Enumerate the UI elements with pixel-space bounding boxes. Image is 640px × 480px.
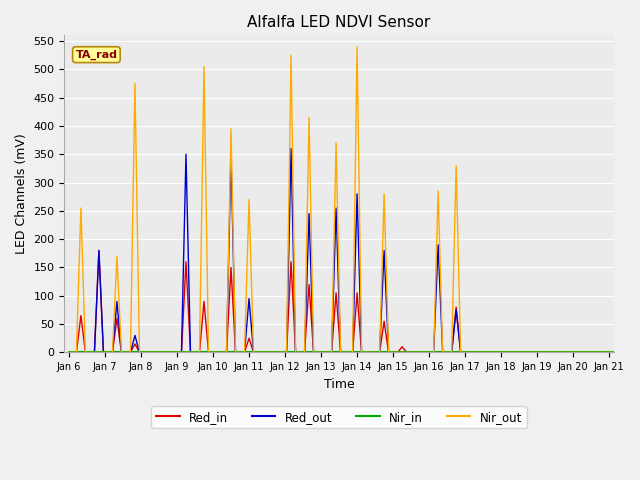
Legend: Red_in, Red_out, Nir_in, Nir_out: Red_in, Red_out, Nir_in, Nir_out xyxy=(151,406,527,428)
Text: TA_rad: TA_rad xyxy=(76,49,117,60)
Y-axis label: LED Channels (mV): LED Channels (mV) xyxy=(15,133,28,254)
X-axis label: Time: Time xyxy=(324,378,355,391)
Title: Alfalfa LED NDVI Sensor: Alfalfa LED NDVI Sensor xyxy=(248,15,431,30)
